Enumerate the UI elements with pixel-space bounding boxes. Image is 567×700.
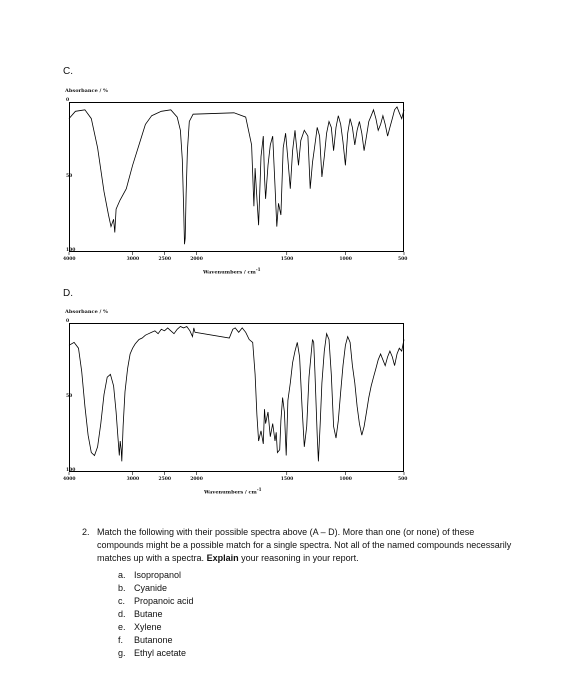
x-tick-label: 2500 — [158, 257, 171, 262]
plot-frame — [69, 323, 404, 472]
x-tick-label: 4000 — [63, 477, 76, 482]
y-tick-bottom: 100 — [66, 468, 76, 473]
x-tick-label: 3000 — [126, 257, 140, 262]
option-text: Cyanide — [134, 583, 168, 593]
question-number: 2. — [82, 527, 90, 537]
x-tick-label: 1000 — [339, 477, 352, 482]
option-marker: c. — [118, 596, 126, 606]
option-text: Propanoic acid — [134, 596, 194, 606]
question-emphasis: Explain — [206, 553, 239, 563]
y-tick-top: 0 — [66, 98, 70, 103]
spectrum-plot — [68, 106, 405, 255]
option-marker: e. — [118, 622, 126, 632]
x-axis-label: Wavenumbers / cm-1 — [203, 267, 261, 276]
option-marker: a. — [118, 570, 126, 580]
x-tick-label: 1500 — [280, 257, 294, 262]
answer-option: g. Ethyl acetate — [118, 647, 522, 660]
y-tick-bottom: 100 — [66, 248, 76, 253]
spectrum-trace — [68, 106, 405, 245]
answer-option: e. Xylene — [118, 621, 522, 634]
x-tick-label: 3000 — [126, 477, 140, 482]
option-text: Xylene — [134, 622, 162, 632]
answer-option: b. Cyanide — [118, 582, 522, 595]
option-marker: f. — [118, 635, 124, 645]
spectrum-label: C. — [63, 66, 73, 77]
question-block: 2. Match the following with their possib… — [82, 526, 522, 660]
question-text: Match the following with their possible … — [97, 527, 512, 563]
option-text: Ethyl acetate — [134, 648, 187, 658]
x-tick-label: 1500 — [280, 477, 294, 482]
y-axis-label: Absorbance / % — [65, 309, 108, 315]
x-tick-label: 2000 — [190, 257, 203, 262]
x-tick-label: 1000 — [339, 257, 352, 262]
answer-option: f. Butanone — [118, 634, 522, 647]
answer-options: a. Isopropanol b. Cyanide c. Propanoic acid d.… — [118, 569, 522, 660]
x-tick-label: 500 — [398, 257, 408, 262]
x-tick-label: 2000 — [190, 477, 203, 482]
option-text: Isopropanol — [134, 570, 182, 580]
x-tick-label: 2500 — [158, 477, 171, 482]
x-tick-label: 4000 — [63, 257, 76, 262]
x-axis-label-superscript: -1 — [256, 487, 262, 492]
x-axis-label: Wavenumbers / cm-1 — [204, 487, 262, 496]
answer-option: a. Isopropanol — [118, 569, 522, 582]
y-tick-top: 0 — [66, 319, 70, 324]
answer-option: c. Propanoic acid — [118, 595, 522, 608]
spectrum-label: D. — [63, 288, 73, 299]
x-tick-label: 500 — [398, 477, 408, 482]
option-text: Butanone — [134, 635, 173, 645]
option-marker: b. — [118, 583, 126, 593]
option-marker: d. — [118, 609, 126, 619]
spectrum-plot — [68, 326, 405, 475]
spectrum-trace — [68, 326, 405, 462]
plot-frame — [69, 102, 404, 252]
option-text: Butane — [134, 609, 163, 619]
x-axis-label-superscript: -1 — [255, 267, 261, 272]
y-axis-label: Absorbance / % — [65, 88, 108, 94]
option-marker: g. — [118, 648, 126, 658]
answer-option: d. Butane — [118, 608, 522, 621]
